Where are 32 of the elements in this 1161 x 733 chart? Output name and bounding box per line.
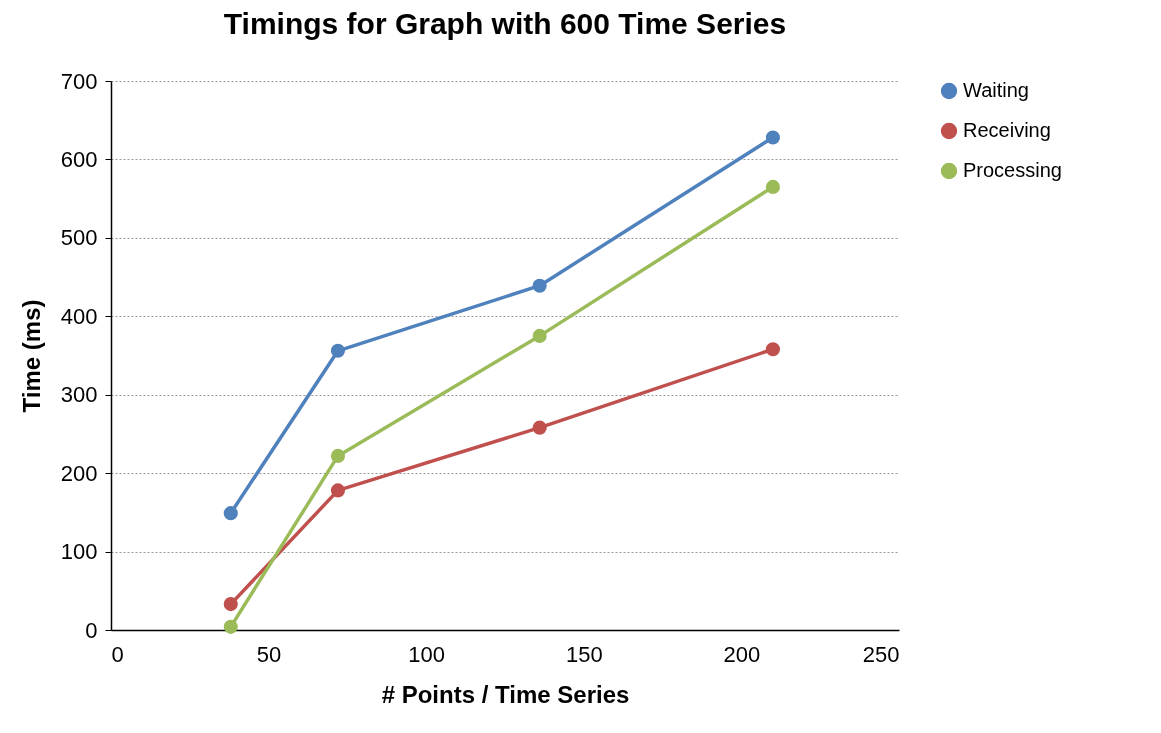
point xyxy=(765,342,780,357)
point xyxy=(532,278,547,293)
point xyxy=(532,328,547,343)
point xyxy=(330,483,346,498)
legend-label: Processing xyxy=(963,159,1062,181)
y-tick-label: 700 xyxy=(60,68,98,94)
point xyxy=(330,343,346,358)
point xyxy=(223,597,238,612)
x-tick-label: 100 xyxy=(408,641,446,667)
point xyxy=(532,420,547,435)
point xyxy=(765,130,780,145)
chart-title: Timings for Graph with 600 Time Series xyxy=(223,7,787,40)
y-tick-label: 300 xyxy=(60,382,98,408)
x-tick-label: 50 xyxy=(256,641,282,667)
y-axis-title: Time (ms) xyxy=(17,299,45,413)
x-tick-label: 250 xyxy=(862,641,900,667)
legend-label: Waiting xyxy=(963,79,1029,101)
y-tick-label: 100 xyxy=(60,539,98,565)
y-tick-label: 0 xyxy=(85,617,98,643)
y-tick-label: 500 xyxy=(60,225,98,251)
y-tick-label: 400 xyxy=(60,303,98,329)
x-axis-title: # Points / Time Series xyxy=(381,680,630,708)
legend-label: Receiving xyxy=(963,119,1051,141)
x-tick-label: 150 xyxy=(565,641,603,667)
y-tick-label: 200 xyxy=(60,460,98,486)
point xyxy=(223,619,238,634)
y-tick-label: 600 xyxy=(60,146,98,172)
x-tick-label: 0 xyxy=(111,641,124,667)
x-tick-label: 200 xyxy=(723,641,761,667)
point xyxy=(765,179,780,194)
point xyxy=(330,448,346,463)
point xyxy=(223,506,238,521)
